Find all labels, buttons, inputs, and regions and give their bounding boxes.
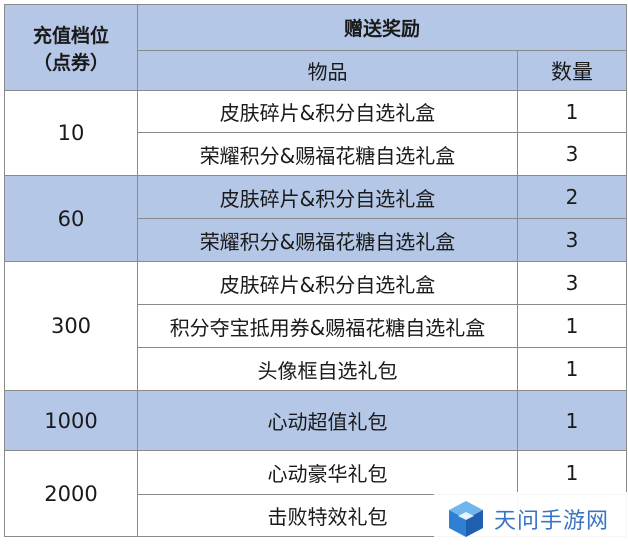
reward-item: 积分夺宝抵用券&赐福花糖自选礼盒: [137, 304, 518, 348]
tier-amount: 1000: [4, 390, 138, 451]
reward-item: 皮肤碎片&积分自选礼盒: [137, 90, 518, 133]
qty-header: 数量: [516, 50, 628, 91]
reward-item: 心动超值礼包: [137, 390, 518, 451]
reward-item: 心动豪华礼包: [137, 450, 518, 495]
table-row: 头像框自选礼包 1: [5, 347, 628, 391]
reward-item: 荣耀积分&赐福花糖自选礼盒: [137, 132, 518, 176]
reward-qty: 1: [516, 304, 628, 348]
tier-header-line1: 充值档位: [32, 24, 109, 47]
reward-qty: 3: [516, 261, 628, 305]
table-row: 300 皮肤碎片&积分自选礼盒 3: [4, 261, 628, 391]
reward-item: 荣耀积分&赐福花糖自选礼盒: [137, 218, 518, 262]
reward-header: 赠送奖励: [136, 4, 628, 51]
reward-qty: 1: [516, 450, 628, 495]
tier-amount: 60: [4, 175, 138, 262]
table-row: 1000 心动超值礼包 1: [4, 390, 628, 451]
table-row: 60 皮肤碎片&积分自选礼盒 2: [4, 175, 628, 262]
item-header: 物品: [137, 50, 518, 91]
header-row-top: 充值档位 （点券） 赠送奖励: [4, 4, 628, 91]
reward-item: 皮肤碎片&积分自选礼盒: [137, 261, 518, 305]
reward-item: 头像框自选礼包: [137, 347, 518, 391]
reward-qty: 1: [516, 390, 628, 451]
reward-qty: 3: [516, 132, 628, 176]
table-row: 10 皮肤碎片&积分自选礼盒 1: [4, 90, 628, 176]
tier-header: 充值档位 （点券）: [4, 4, 138, 91]
tier-amount: 10: [4, 90, 138, 176]
table-row: 2000 心动豪华礼包 1: [4, 450, 628, 537]
table-row: 荣耀积分&赐福花糖自选礼盒 3: [5, 132, 628, 176]
watermark-text: 天问手游网: [494, 509, 610, 534]
reward-table: 充值档位 （点券） 赠送奖励 物品 数量 10 皮肤碎片&积分自选礼盒 1 荣耀积分&…: [4, 4, 628, 537]
tier-header-line2: （点券）: [32, 51, 109, 74]
reward-qty: 3: [516, 218, 628, 262]
reward-qty: 2: [516, 175, 628, 219]
reward-qty: 1: [516, 90, 628, 133]
cube-logo-icon: [449, 501, 483, 537]
reward-item: 皮肤碎片&积分自选礼盒: [137, 175, 518, 219]
watermark: 天问手游网: [434, 492, 628, 546]
tier-amount: 2000: [4, 450, 138, 537]
table-row: 积分夺宝抵用券&赐福花糖自选礼盒 1: [5, 304, 628, 348]
header-row-sub: 物品 数量: [5, 50, 628, 91]
tier-amount: 300: [4, 261, 138, 391]
reward-qty: 1: [516, 347, 628, 391]
tier-body: 10 皮肤碎片&积分自选礼盒 1 荣耀积分&赐福花糖自选礼盒 3 60 皮肤碎片&积分自选礼…: [4, 90, 628, 537]
